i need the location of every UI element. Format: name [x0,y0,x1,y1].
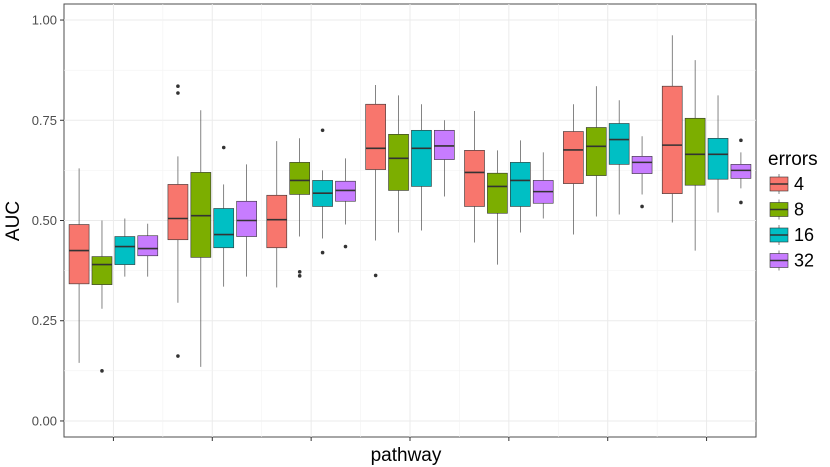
box-group-7-errors-4 [661,35,683,223]
outlier-point-0 [297,274,302,278]
box-iqr [510,162,531,207]
box-iqr [388,134,409,191]
outlier-point-0 [343,244,348,249]
box-group-3-errors-8 [289,138,310,278]
legend-title: errors [768,149,818,170]
outlier-point-1 [320,128,325,133]
outlier-point-0 [739,200,743,205]
legend-label-32: 32 [794,251,814,271]
box-iqr [266,194,288,249]
box-group-7-errors-8 [684,60,706,251]
box-group-4-errors-32 [434,120,455,197]
box-group-1-errors-8 [91,220,113,373]
box-iqr [137,235,159,257]
outlier-point-1 [739,138,743,143]
box-group-2-errors-4 [167,84,189,358]
box-group-7-errors-32 [730,138,752,205]
y-tick-label-2: 0.50 [32,213,57,228]
legend: errors 4 8 16 32 [768,149,818,271]
box-group-6-errors-32 [631,136,653,209]
outlier-point-0 [373,273,378,278]
box-group-5-errors-32 [532,152,554,219]
y-tick-label-1: 0.25 [32,313,57,328]
box-iqr [464,150,485,207]
box-iqr [563,131,584,184]
box-group-1-errors-16 [114,218,136,277]
box-iqr [411,129,432,187]
box-group-6-errors-8 [585,86,607,217]
box-group-2-errors-8 [190,110,212,367]
boxes-layer [68,35,752,373]
y-axis-title: AUC [3,201,24,241]
box-iqr [684,117,706,186]
legend-item-4: 4 [769,174,804,194]
box-iqr [487,172,508,214]
box-group-4-errors-16 [411,104,432,231]
box-iqr [585,127,607,176]
grid-minor [64,4,756,437]
box-iqr [661,85,683,194]
legend-item-32: 32 [769,250,814,271]
box-group-5-errors-16 [510,140,531,233]
legend-item-16: 16 [769,225,814,245]
box-iqr [365,103,386,170]
box-group-5-errors-8 [487,150,508,265]
box-iqr [91,256,113,285]
box-iqr [190,172,212,258]
outlier-point-0 [100,369,104,373]
box-iqr [730,164,752,179]
box-iqr [335,180,356,202]
box-group-3-errors-32 [335,158,356,249]
box-iqr [434,129,455,160]
legend-label-8: 8 [794,200,804,220]
grid-major [64,4,756,437]
box-iqr [236,200,257,237]
box-iqr [167,184,189,241]
x-axis-title: pathway [371,445,442,466]
box-iqr [68,224,90,285]
outlier-point-1 [297,270,302,274]
box-group-1-errors-32 [137,223,159,277]
box-group-6-errors-16 [608,100,630,215]
box-group-6-errors-4 [563,104,584,235]
outlier-point-0 [640,204,644,209]
box-group-7-errors-16 [707,95,729,213]
box-iqr [707,138,729,180]
y-tick-label-0: 0.00 [32,413,57,428]
box-iqr [608,123,630,165]
outlier-point-2 [176,84,180,88]
y-axis: 0.00 0.25 0.50 0.75 1.00 [32,13,64,428]
outlier-point-0 [176,354,180,358]
x-axis [112,437,708,441]
box-iqr [631,156,653,174]
outlier-point-0 [320,250,325,255]
box-group-4-errors-4 [365,84,386,278]
outlier-point-0 [221,145,226,150]
box-iqr [114,236,136,265]
y-tick-label-3: 0.75 [32,113,57,128]
box-group-1-errors-4 [68,168,90,363]
box-iqr [289,162,310,195]
y-tick-label-4: 1.00 [32,13,57,28]
legend-items: 4 8 16 32 [769,174,814,271]
box-group-2-errors-16 [213,145,235,287]
box-group-5-errors-4 [464,111,485,243]
box-group-2-errors-32 [236,164,257,277]
legend-label-4: 4 [794,174,804,194]
legend-item-8: 8 [769,199,804,220]
box-group-4-errors-8 [388,95,409,233]
box-group-3-errors-16 [312,128,333,255]
box-iqr [213,208,235,249]
box-group-3-errors-4 [266,141,288,288]
legend-label-16: 16 [794,225,814,245]
outlier-point-1 [176,91,180,95]
